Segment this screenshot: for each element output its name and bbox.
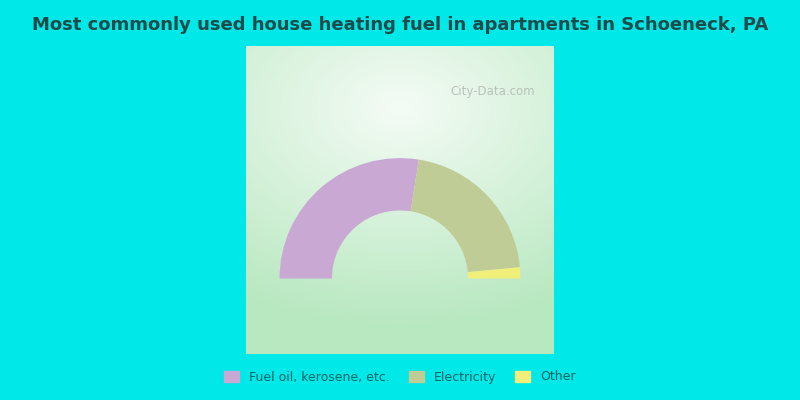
Legend: Fuel oil, kerosene, etc., Electricity, Other: Fuel oil, kerosene, etc., Electricity, O… [219,366,581,388]
Wedge shape [468,267,521,278]
Wedge shape [410,160,520,272]
Text: City-Data.com: City-Data.com [450,84,534,98]
Text: Most commonly used house heating fuel in apartments in Schoeneck, PA: Most commonly used house heating fuel in… [32,16,768,34]
Wedge shape [279,158,419,278]
